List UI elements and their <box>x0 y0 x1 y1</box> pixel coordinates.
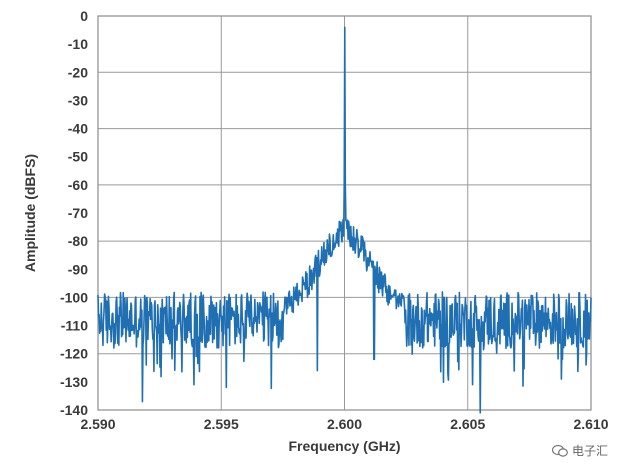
x-tick-label: 2.605 <box>450 416 485 432</box>
y-tick-label: -20 <box>68 64 88 80</box>
x-tick-label: 2.595 <box>204 416 239 432</box>
x-tick-labels: 2.590 2.595 2.600 2.605 2.610 <box>80 416 608 432</box>
x-tick-label: 2.600 <box>327 416 362 432</box>
wechat-icon <box>551 444 568 457</box>
y-axis-title: Amplitude (dBFS) <box>22 154 38 272</box>
spectrum-trace <box>97 26 592 414</box>
watermark-text: 电子汇 <box>571 444 608 458</box>
y-tick-label: -70 <box>68 205 88 221</box>
y-tick-label: -30 <box>68 92 88 108</box>
y-tick-label: -90 <box>68 261 88 277</box>
y-tick-label: -40 <box>68 121 88 137</box>
y-tick-label: -50 <box>68 149 88 165</box>
x-tick-label: 2.590 <box>80 416 115 432</box>
y-tick-label: -10 <box>68 36 88 52</box>
plot-frame <box>97 15 592 411</box>
y-tick-label: -110 <box>61 318 88 334</box>
y-tick-label: -120 <box>60 346 88 362</box>
y-tick-label: -130 <box>60 374 88 390</box>
x-axis-title: Frequency (GHz) <box>288 438 400 454</box>
y-tick-label: -60 <box>68 177 88 193</box>
y-tick-label: -100 <box>60 289 88 305</box>
y-tick-labels: 0 -10 -20 -30 -40 -50 -60 -70 -80 -90 -100 -110 -120… <box>60 8 88 418</box>
y-tick-label: -80 <box>68 233 88 249</box>
x-tick-label: 2.610 <box>573 416 608 432</box>
y-tick-label: -140 <box>60 402 88 418</box>
y-tick-label: 0 <box>80 8 88 24</box>
watermark: 电子汇 <box>551 442 608 459</box>
